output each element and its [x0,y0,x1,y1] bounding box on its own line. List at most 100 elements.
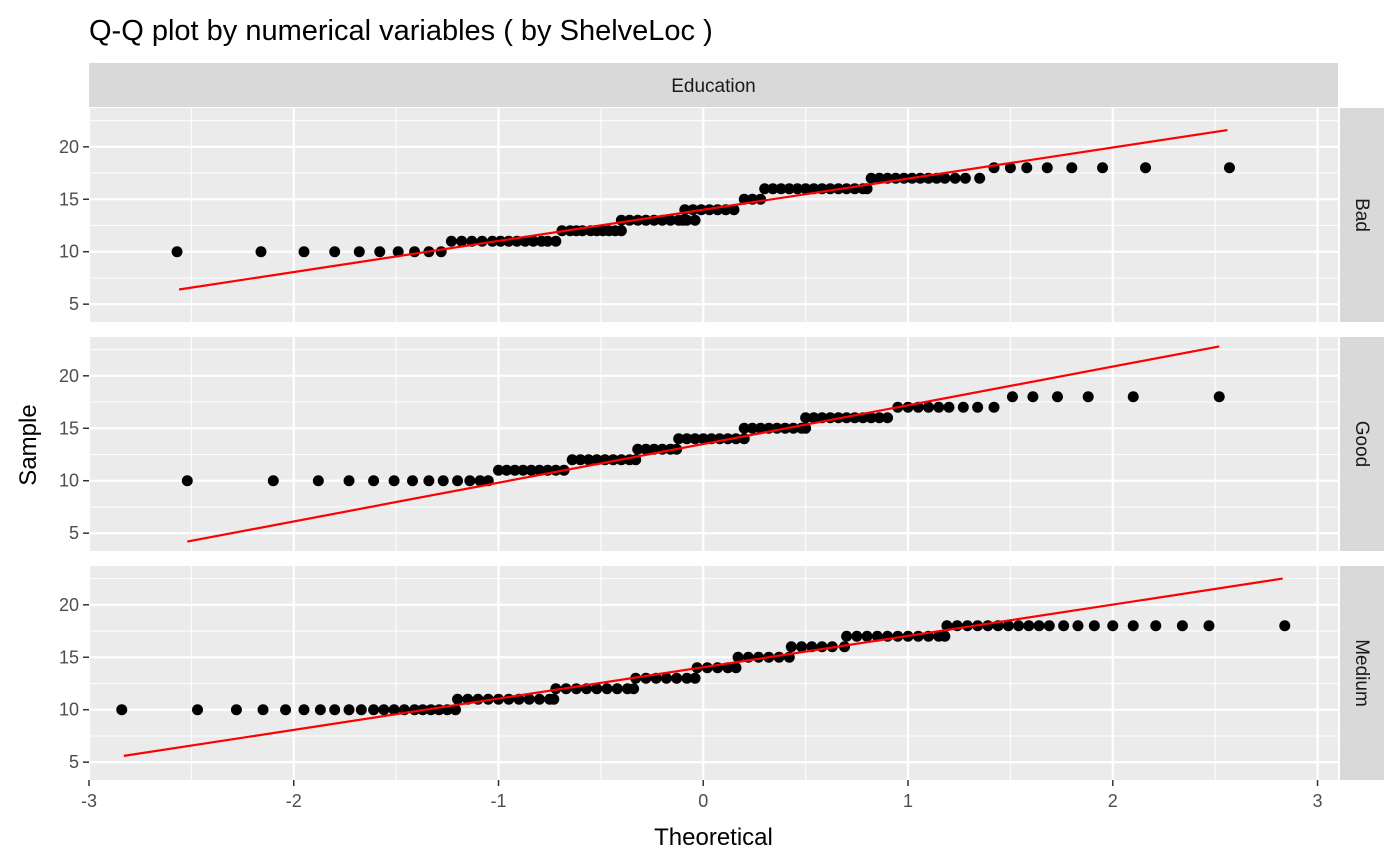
y-tick-label: 15 [59,189,79,209]
data-point [957,401,969,413]
data-point [493,464,505,476]
qq-reference-line [187,345,1220,543]
data-point [456,235,468,247]
data-point [1127,620,1139,632]
data-point [257,704,269,716]
data-point [974,172,986,184]
chart-title: Q-Q plot by numerical variables ( by She… [89,15,713,47]
data-point [882,412,894,424]
data-point [368,475,380,487]
data-point [746,422,758,434]
qq-reference-line [123,577,1283,757]
facet-row-strip-background [1340,566,1384,780]
data-point [1004,162,1016,174]
y-tick-label: 5 [69,752,79,772]
data-point [943,401,955,413]
data-point [601,683,613,695]
data-point [697,433,709,445]
data-point [566,454,578,466]
data-point [871,630,883,642]
data-point [378,704,390,716]
data-point [583,454,595,466]
facet-panel-medium: 5 10 15 20 Medium [59,566,1384,780]
data-point [329,704,341,716]
data-point [681,672,693,684]
data-point [759,183,771,195]
data-point [255,246,267,258]
facet-column-strip-background [89,63,1338,107]
data-point [1041,162,1053,174]
data-point [474,475,486,487]
data-point [1082,391,1094,403]
x-axis-title: Theoretical [654,824,773,851]
data-point [1021,162,1033,174]
data-point [1107,620,1119,632]
data-point [423,475,435,487]
data-point [435,246,447,258]
data-point [374,246,386,258]
data-point [660,672,672,684]
data-point [671,672,683,684]
data-point [902,401,914,413]
data-point [1176,620,1188,632]
y-tick-label: 15 [59,647,79,667]
data-point [728,204,740,216]
data-point [988,401,1000,413]
x-axis: -3 -2 -1 0 1 2 3 [81,780,1323,811]
data-point [972,401,984,413]
data-point [527,235,539,247]
data-point [570,683,582,695]
data-point [949,172,961,184]
data-point [1033,620,1045,632]
data-point [1043,620,1055,632]
data-point [388,475,400,487]
x-tick-label: -1 [491,791,507,811]
data-point [1097,162,1109,174]
data-point [1002,620,1014,632]
data-point [873,412,885,424]
panel-background [89,108,1338,322]
data-point [841,630,853,642]
data-point [368,704,380,716]
data-point [922,401,934,413]
data-point [783,183,795,195]
data-point [808,412,820,424]
data-point [775,183,787,195]
data-point [548,693,560,705]
data-point [280,704,292,716]
panel-background [89,337,1338,551]
y-tick-label: 5 [69,294,79,314]
data-point [1223,162,1235,174]
data-point [343,704,355,716]
facet-column-label: Education [671,76,756,97]
data-point [355,704,367,716]
data-point [615,225,627,237]
facet-row-label-medium: Medium [1351,639,1372,707]
data-point [1213,391,1225,403]
data-point [312,475,324,487]
y-tick-label: 10 [59,471,79,491]
data-point [791,183,803,195]
data-point [1088,620,1100,632]
data-point [533,693,545,705]
y-tick-label: 10 [59,242,79,262]
data-point [525,464,537,476]
data-point [673,433,685,445]
x-tick-label: 1 [903,791,913,811]
data-point [767,183,779,195]
data-point [407,475,419,487]
data-point [892,630,904,642]
data-point [1013,620,1025,632]
x-tick-label: -2 [286,791,302,811]
data-point [1058,620,1070,632]
facet-panels: 5 10 15 20 Bad 5 10 15 20 Good 5 10 15 20 Medium [59,108,1384,780]
data-point [1279,620,1291,632]
facet-panel-good: 5 10 15 20 Good [59,337,1384,551]
data-point [861,630,873,642]
data-point [517,464,529,476]
data-point [523,693,535,705]
data-point [873,172,885,184]
data-point [1140,162,1152,174]
data-point [665,214,677,226]
